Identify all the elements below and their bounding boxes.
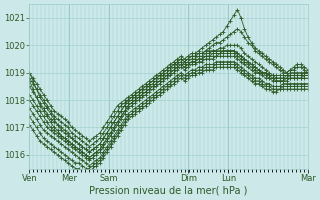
X-axis label: Pression niveau de la mer( hPa ): Pression niveau de la mer( hPa )	[90, 186, 248, 196]
